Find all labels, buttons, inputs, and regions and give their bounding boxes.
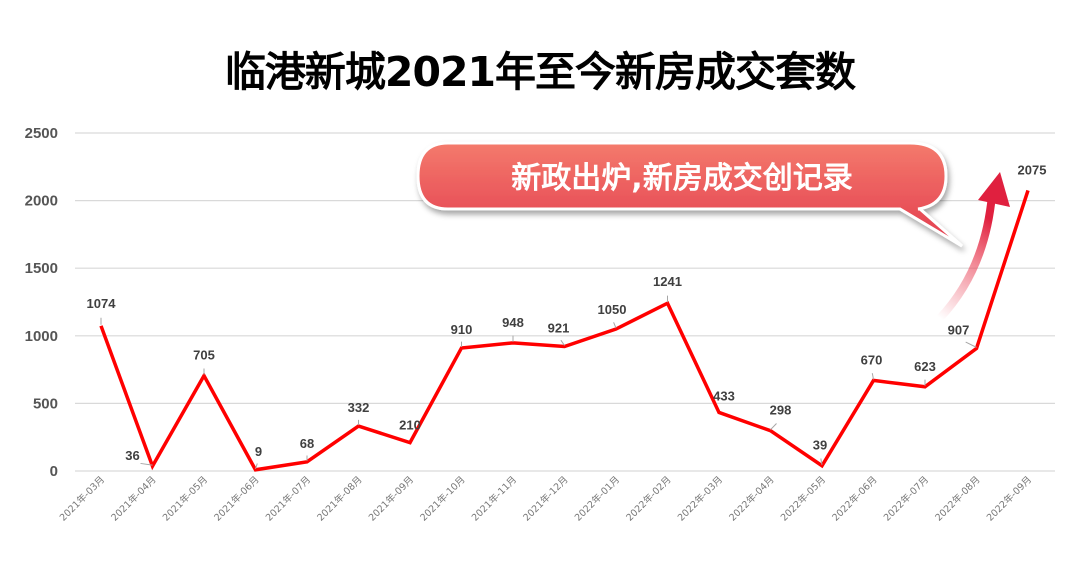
x-tick-label: 2022年-04月 — [727, 474, 777, 524]
y-tick-label: 1000 — [25, 328, 58, 345]
data-label: 907 — [948, 322, 970, 337]
up-arrow-icon — [936, 172, 1010, 322]
callout-shape — [416, 141, 963, 248]
leader-line — [560, 339, 565, 346]
data-label: 1241 — [653, 274, 682, 289]
callout-bubble: 新政出炉,新房成交创记录 — [416, 141, 963, 248]
x-tick-label: 2021年-11月 — [469, 474, 519, 524]
y-axis: 0 500 1000 1500 2000 2500 — [25, 125, 58, 480]
data-label: 332 — [348, 400, 370, 415]
y-tick-label: 2500 — [25, 125, 58, 142]
y-tick-label: 1500 — [25, 260, 58, 277]
leader-line — [140, 462, 153, 466]
x-tick-label: 2022年-06月 — [830, 474, 880, 524]
data-label: 210 — [399, 418, 421, 433]
x-tick-label: 2021年-03月 — [57, 474, 107, 524]
gridlines — [75, 132, 1055, 472]
x-tick-label: 2021年-06月 — [212, 474, 262, 524]
leader-line — [820, 458, 823, 465]
chart-title: 临港新城2021年至今新房成交套数 — [224, 48, 856, 96]
x-tick-label: 2022年-02月 — [624, 474, 674, 524]
data-label: 39 — [813, 438, 827, 453]
x-tick-label: 2021年-05月 — [160, 474, 210, 524]
x-tick-label: 2021年-10月 — [418, 474, 468, 524]
data-label: 433 — [713, 388, 735, 403]
data-label: 921 — [548, 320, 570, 335]
data-label: 910 — [451, 322, 473, 337]
x-tick-label: 2022年-08月 — [933, 474, 983, 524]
data-label: 68 — [300, 436, 314, 451]
leader-line — [871, 373, 874, 380]
x-tick-label: 2022年-05月 — [778, 474, 828, 524]
x-tick-label: 2022年-07月 — [881, 474, 931, 524]
data-label: 2075 — [1018, 162, 1047, 177]
leader-line — [965, 341, 977, 348]
data-label: 623 — [914, 359, 936, 374]
data-label: 948 — [502, 315, 524, 330]
x-tick-label: 2021年-09月 — [366, 474, 416, 524]
x-tick-label: 2021年-08月 — [315, 474, 365, 524]
data-label: 1050 — [598, 302, 627, 317]
x-tick-label: 2022年-09月 — [984, 474, 1034, 524]
x-tick-label: 2022年-01月 — [572, 474, 622, 524]
y-tick-label: 0 — [50, 463, 58, 480]
y-tick-label: 2000 — [25, 193, 58, 210]
leader-line — [613, 322, 617, 329]
data-labels: 1074 36 705 9 68 332 210 910 948 921 1050 1241 433 29… — [87, 162, 1047, 463]
callout-text: 新政出炉,新房成交创记录 — [511, 161, 852, 196]
leader-line — [770, 423, 777, 431]
leader-line — [255, 463, 258, 469]
y-tick-label: 500 — [33, 395, 58, 412]
x-tick-label: 2022年-03月 — [675, 474, 725, 524]
data-label: 36 — [125, 448, 139, 463]
data-label: 705 — [193, 348, 215, 363]
x-axis: 2021年-03月 2021年-04月 2021年-05月 2021年-06月 2021… — [57, 474, 1034, 524]
series-line — [99, 189, 1030, 472]
data-label: 670 — [861, 352, 883, 367]
x-tick-label: 2021年-07月 — [263, 474, 313, 524]
x-tick-label: 2021年-04月 — [109, 474, 159, 524]
data-label: 298 — [770, 403, 792, 418]
data-label: 1074 — [87, 296, 117, 311]
data-label: 9 — [255, 444, 262, 459]
label-leaders — [100, 295, 977, 469]
x-tick-label: 2021年-12月 — [521, 474, 571, 524]
